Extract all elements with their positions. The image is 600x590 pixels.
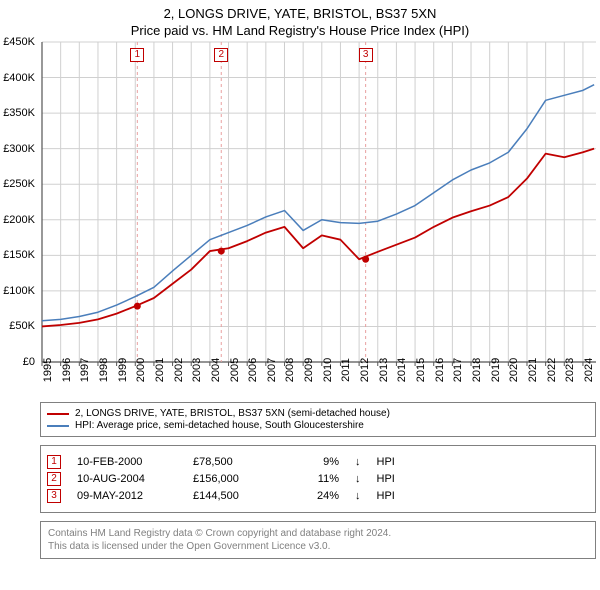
- footer-line2: This data is licensed under the Open Gov…: [48, 540, 588, 553]
- sale-marker-1: 1: [130, 48, 144, 62]
- legend-item-price_paid: 2, LONGS DRIVE, YATE, BRISTOL, BS37 5XN …: [47, 408, 589, 419]
- y-tick-label: £400K: [0, 72, 35, 84]
- sale-price: £144,500: [193, 490, 283, 502]
- y-tick-label: £100K: [0, 285, 35, 297]
- sale-date: 10-FEB-2000: [77, 456, 177, 468]
- chart-titles: 2, LONGS DRIVE, YATE, BRISTOL, BS37 5XN …: [0, 0, 600, 38]
- sale-marker-3: 3: [359, 48, 373, 62]
- x-tick-label: 2024: [583, 358, 600, 382]
- sale-vs-label: HPI: [377, 490, 395, 502]
- sale-price: £156,000: [193, 473, 283, 485]
- y-tick-label: £50K: [0, 320, 35, 332]
- y-tick-label: £0: [0, 356, 35, 368]
- sale-row-marker: 2: [47, 472, 61, 486]
- sale-marker-2: 2: [214, 48, 228, 62]
- sale-row-2: 2 10-AUG-2004 £156,000 11% ↓ HPI: [47, 472, 589, 486]
- sale-date: 09-MAY-2012: [77, 490, 177, 502]
- legend-box: 2, LONGS DRIVE, YATE, BRISTOL, BS37 5XN …: [40, 402, 596, 437]
- down-arrow-icon: ↓: [355, 490, 361, 502]
- y-tick-label: £350K: [0, 107, 35, 119]
- title-address: 2, LONGS DRIVE, YATE, BRISTOL, BS37 5XN: [0, 6, 600, 21]
- y-tick-label: £250K: [0, 178, 35, 190]
- plot-area: £0 £50K £100K £150K £200K £250K £300K £350K £400…: [0, 38, 600, 398]
- y-tick-label: £150K: [0, 249, 35, 261]
- sale-row-1: 1 10-FEB-2000 £78,500 9% ↓ HPI: [47, 455, 589, 469]
- sale-pct: 9%: [299, 456, 339, 468]
- sales-table: 1 10-FEB-2000 £78,500 9% ↓ HPI 2 10-AUG-2004 £15…: [40, 445, 596, 513]
- y-tick-label: £450K: [0, 36, 35, 48]
- down-arrow-icon: ↓: [355, 473, 361, 485]
- chart-svg: [0, 38, 600, 398]
- sale-price: £78,500: [193, 456, 283, 468]
- y-tick-label: £200K: [0, 214, 35, 226]
- sale-vs-label: HPI: [377, 473, 395, 485]
- sale-pct: 24%: [299, 490, 339, 502]
- sale-vs-label: HPI: [377, 456, 395, 468]
- footer-line1: Contains HM Land Registry data © Crown c…: [48, 527, 588, 540]
- legend-label: HPI: Average price, semi-detached house,…: [75, 420, 364, 431]
- sale-date: 10-AUG-2004: [77, 473, 177, 485]
- y-tick-label: £300K: [0, 143, 35, 155]
- down-arrow-icon: ↓: [355, 456, 361, 468]
- sale-row-3: 3 09-MAY-2012 £144,500 24% ↓ HPI: [47, 489, 589, 503]
- legend-item-hpi: HPI: Average price, semi-detached house,…: [47, 420, 589, 431]
- title-subtitle: Price paid vs. HM Land Registry's House …: [0, 23, 600, 38]
- legend-swatch: [47, 425, 69, 427]
- footer-attribution: Contains HM Land Registry data © Crown c…: [40, 521, 596, 559]
- sale-pct: 11%: [299, 473, 339, 485]
- legend-swatch: [47, 413, 69, 415]
- legend-label: 2, LONGS DRIVE, YATE, BRISTOL, BS37 5XN …: [75, 408, 390, 419]
- sale-row-marker: 3: [47, 489, 61, 503]
- sale-row-marker: 1: [47, 455, 61, 469]
